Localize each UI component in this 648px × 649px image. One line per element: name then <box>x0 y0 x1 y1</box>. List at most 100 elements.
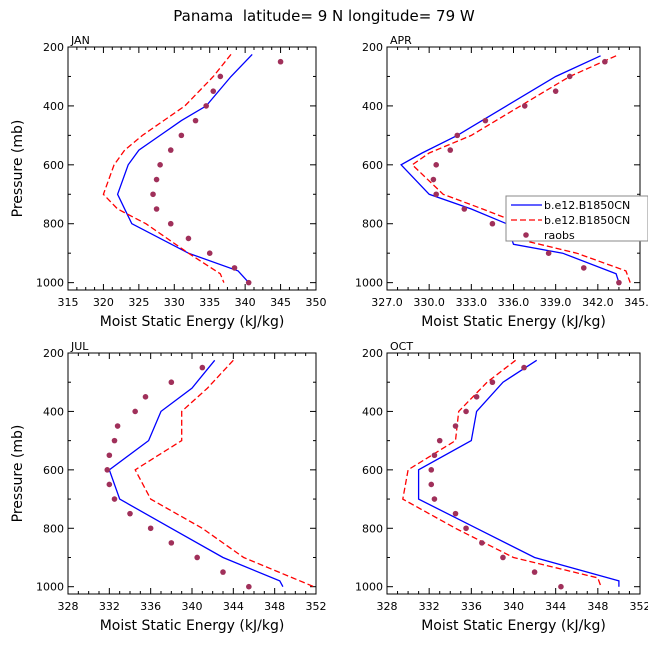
raobs-point <box>463 525 469 532</box>
x-tick-label: 345.0 <box>624 296 648 309</box>
x-tick-label: 327.0 <box>371 296 403 309</box>
x-tick-label: 344 <box>223 600 244 613</box>
data-area <box>402 359 620 590</box>
y-tick-label: 800 <box>43 218 64 231</box>
y-tick-label: 400 <box>43 405 64 418</box>
raobs-point <box>168 540 175 546</box>
panel-apr: APR 327.0 330.0 333.0 336.0 339.0 342.0 345.0 20… <box>355 34 648 330</box>
raobs-point <box>482 117 489 124</box>
y-tick-label: 1000 <box>355 581 383 594</box>
legend: b.e12.B1850CN b.e12.B1850CN raobs <box>505 195 648 242</box>
x-tick-label: 332 <box>419 600 440 613</box>
x-tick-label: 342.0 <box>582 296 614 309</box>
y-tick-label: 200 <box>362 347 383 360</box>
raobs-point <box>277 58 284 65</box>
series-model-dashed-line <box>411 55 631 283</box>
raobs-point <box>127 510 133 517</box>
y-tick-label: 400 <box>362 100 383 113</box>
x-tick-label: 340 <box>235 296 256 309</box>
raobs-point <box>168 379 175 386</box>
raobs-point <box>220 569 226 575</box>
raobs-point <box>132 408 138 415</box>
raobs-point <box>489 379 496 386</box>
x-tick-label: 335 <box>199 296 220 309</box>
y-tick-label: 1000 <box>355 277 383 290</box>
raobs-point <box>106 481 113 488</box>
x-tick-label: 336.0 <box>498 296 530 309</box>
panel-label: APR <box>390 34 412 47</box>
series-model-solid-line <box>417 359 620 587</box>
x-tick-label: 345 <box>270 296 291 309</box>
y-tick-label: 1000 <box>36 581 64 594</box>
y-tick-label: 400 <box>362 405 383 418</box>
x-tick-label: 315 <box>58 296 79 309</box>
raobs-point <box>246 583 252 590</box>
x-tick-label: 325 <box>128 296 149 309</box>
raobs-point <box>452 510 459 517</box>
raobs-point <box>454 132 461 139</box>
x-tick-label: 336 <box>461 600 482 613</box>
raobs-point <box>106 452 113 459</box>
raobs-point <box>111 496 118 502</box>
raobs-point <box>430 176 437 183</box>
x-axis-label: Moist Static Energy (kJ/kg) <box>421 314 606 330</box>
panel-oct: OCT 328 332 336 340 344 348 352 200 400 600 800 1000… <box>355 340 648 634</box>
raobs-point <box>111 437 118 444</box>
raobs-point <box>142 394 149 400</box>
x-axis-label: Moist Static Energy (kJ/kg) <box>421 618 606 634</box>
x-tick-label: 330.0 <box>413 296 445 309</box>
raobs-point <box>431 452 438 459</box>
figure-title: Panama latitude= 9 N longitude= 79 W <box>173 7 475 25</box>
raobs-point <box>436 437 443 444</box>
x-tick-label: 350 <box>306 296 327 309</box>
x-tick-label: 328 <box>377 600 398 613</box>
raobs-point <box>580 265 587 271</box>
series-model-solid-line <box>400 55 620 283</box>
raobs-point <box>167 147 174 153</box>
y-tick-label: 600 <box>43 464 64 477</box>
panel-label: OCT <box>390 340 413 353</box>
raobs-point <box>473 394 480 400</box>
raobs-point <box>428 481 435 488</box>
raobs-point <box>199 364 206 371</box>
raobs-point <box>147 525 154 532</box>
raobs-point <box>428 467 435 473</box>
raobs-point <box>210 88 217 94</box>
raobs-point <box>153 176 160 183</box>
x-tick-label: 320 <box>93 296 114 309</box>
raobs-point <box>489 220 496 227</box>
series-model-solid-line <box>116 53 253 284</box>
y-tick-label: 600 <box>362 159 383 172</box>
data-area <box>400 55 631 286</box>
raobs-point <box>602 58 608 65</box>
x-tick-label: 340 <box>182 600 203 613</box>
series-raobs <box>104 364 252 590</box>
y-tick-label: 400 <box>43 100 64 113</box>
y-tick-label: 1000 <box>36 277 64 290</box>
plot-frame <box>386 46 641 291</box>
data-area <box>102 53 284 286</box>
raobs-point <box>157 162 163 168</box>
x-tick-label: 352 <box>630 600 648 613</box>
plot-frame <box>67 46 317 291</box>
raobs-point <box>531 569 538 575</box>
raobs-point <box>150 191 156 198</box>
raobs-point <box>178 132 185 139</box>
y-tick-label: 200 <box>43 41 64 54</box>
y-axis-label: Pressure (mb) <box>10 425 26 523</box>
legend-label: raobs <box>544 229 575 242</box>
raobs-point <box>114 423 121 429</box>
legend-marker-raobs <box>523 232 529 238</box>
raobs-point <box>217 73 224 80</box>
raobs-point <box>552 88 559 94</box>
panel-jan: JAN 315 320 325 330 335 340 345 350 200 400 600 800 1… <box>10 34 327 330</box>
legend-box <box>505 195 648 242</box>
raobs-point <box>231 265 238 271</box>
series-model-solid-line <box>108 359 284 588</box>
x-tick-label: 340 <box>503 600 524 613</box>
plot-frame <box>67 352 317 595</box>
raobs-point <box>616 279 622 286</box>
y-tick-label: 800 <box>43 522 64 535</box>
y-tick-label: 800 <box>362 218 383 231</box>
